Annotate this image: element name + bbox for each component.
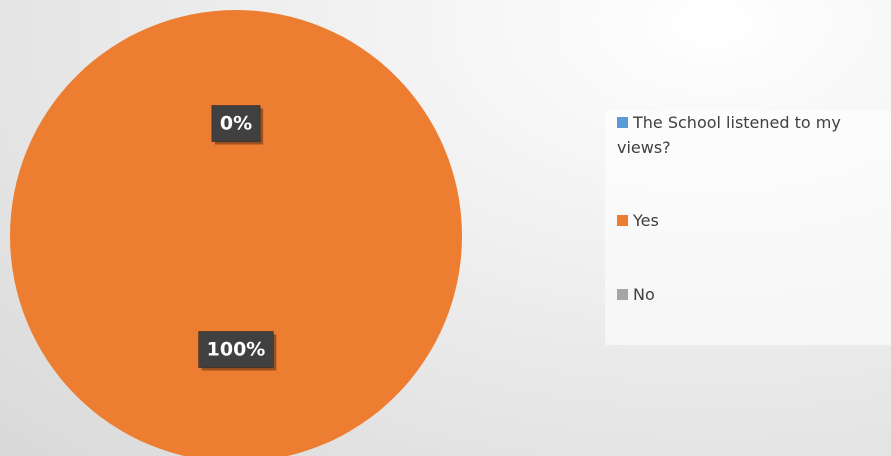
- legend: The School listened to my views? Yes No: [605, 110, 891, 345]
- data-label: 100%: [198, 331, 277, 371]
- legend-entry: Yes: [617, 208, 887, 233]
- data-label-text: 0%: [220, 113, 252, 135]
- legend-entry: The School listened to my views?: [617, 110, 887, 160]
- data-label-text: 100%: [207, 339, 266, 361]
- pie-slice: [10, 10, 462, 456]
- data-label-box: [211, 105, 261, 142]
- legend-label: No: [633, 285, 655, 304]
- legend-label: The School listened to my views?: [617, 113, 841, 157]
- legend-entry: No: [617, 282, 887, 307]
- legend-label: Yes: [633, 211, 659, 230]
- data-label: 0%: [211, 105, 264, 145]
- legend-swatch: [617, 215, 628, 226]
- legend-swatch: [617, 117, 628, 128]
- legend-swatch: [617, 289, 628, 300]
- data-label-box: [198, 331, 274, 368]
